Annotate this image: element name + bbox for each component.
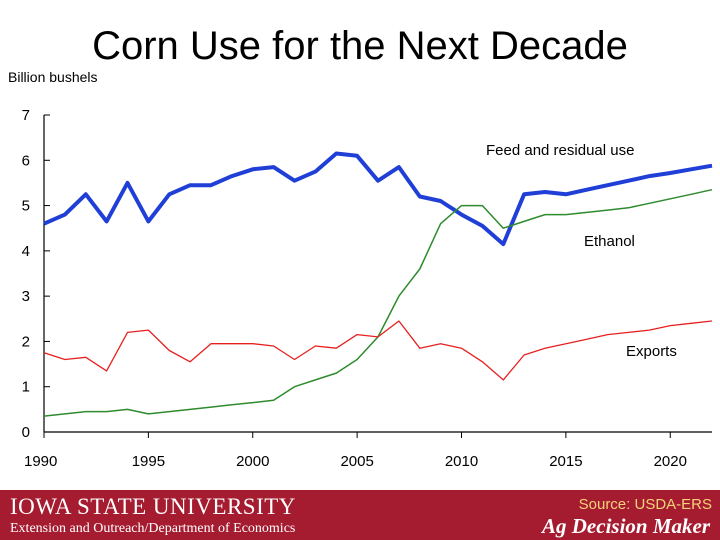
series-line-feed-and-residual-use <box>43 151 713 247</box>
series-line-exports <box>43 320 713 381</box>
university-logo-text: IOWA STATE UNIVERSITY <box>10 494 296 519</box>
series-layer <box>43 151 713 417</box>
series-label-ethanol: Ethanol <box>584 233 635 250</box>
series-label-feed-and-residual-use: Feed and residual use <box>486 142 634 159</box>
y-axis-unit-label: Billion bushels <box>8 69 98 85</box>
slide-title: Corn Use for the Next Decade <box>92 24 628 68</box>
x-tick-label: 2015 <box>549 453 582 470</box>
x-tick-label: 2010 <box>445 453 478 470</box>
y-tick-label: 7 <box>22 107 30 124</box>
y-tick-label: 5 <box>22 198 30 215</box>
x-tick-label: 2020 <box>654 453 687 470</box>
brand-text: Ag Decision Maker <box>542 514 710 538</box>
y-tick-label: 1 <box>22 379 30 396</box>
y-tick-label: 6 <box>22 152 30 169</box>
series-label-exports: Exports <box>626 343 677 360</box>
footer-bar: IOWA STATE UNIVERSITY Extension and Outr… <box>0 490 720 540</box>
series-labels-layer: Feed and residual use Ethanol Exports <box>486 142 677 360</box>
source-text: Source: USDA-ERS <box>578 496 712 513</box>
x-tick-label: 2005 <box>340 453 373 470</box>
y-tick-label: 4 <box>22 243 30 260</box>
x-tick-label: 1990 <box>24 453 57 470</box>
ticks-layer: 0 1 2 3 4 5 6 7 1990 1995 2000 2005 2010 2015 2020 <box>22 107 687 470</box>
series-line-ethanol <box>43 188 713 417</box>
y-tick-label: 3 <box>22 288 30 305</box>
y-tick-label: 0 <box>22 424 30 441</box>
chart-svg: Billion bushels 0 1 2 3 4 5 6 7 1990 1995 2000 2005… <box>8 69 713 470</box>
department-text: Extension and Outreach/Department of Eco… <box>10 521 296 536</box>
x-tick-label: 1995 <box>132 453 165 470</box>
x-tick-label: 2000 <box>236 453 269 470</box>
y-tick-label: 2 <box>22 333 30 350</box>
